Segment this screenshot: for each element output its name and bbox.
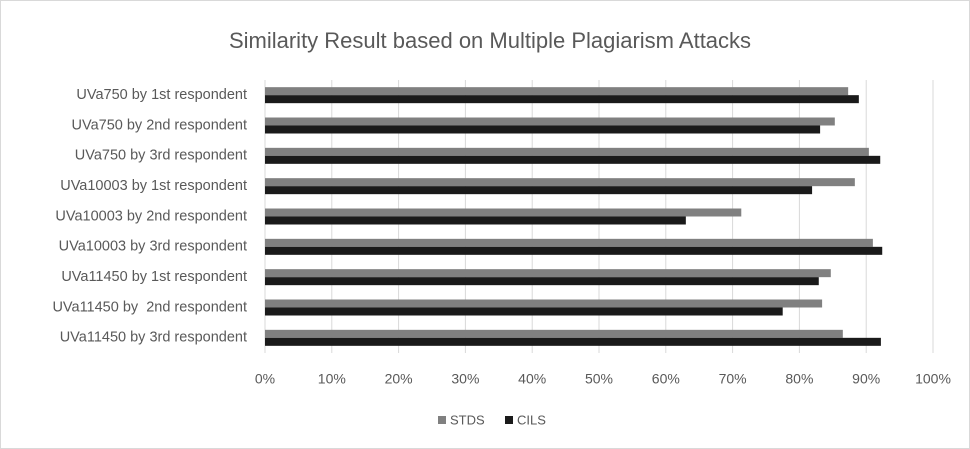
bar bbox=[265, 337, 881, 346]
bar bbox=[265, 299, 823, 308]
y-tick-label: UVa750 by 1st respondent bbox=[76, 87, 247, 103]
bar bbox=[265, 178, 855, 187]
y-tick-label: UVa11450 by 2nd respondent bbox=[52, 299, 247, 315]
legend-label: STDS bbox=[450, 412, 485, 427]
y-tick-label: UVa11450 by 3rd respondent bbox=[60, 330, 247, 346]
y-tick-label: UVa750 by 2nd respondent bbox=[72, 117, 247, 133]
y-tick-label: UVa10003 by 3rd respondent bbox=[59, 239, 247, 255]
bar bbox=[265, 208, 742, 217]
x-tick-label: 80% bbox=[785, 371, 813, 387]
legend-label: CILS bbox=[517, 412, 546, 427]
bar bbox=[265, 117, 835, 126]
x-tick-label: 60% bbox=[652, 371, 680, 387]
bar bbox=[265, 329, 843, 338]
bar bbox=[265, 277, 819, 286]
x-tick-label: 70% bbox=[719, 371, 747, 387]
bar bbox=[265, 186, 813, 195]
legend-swatch bbox=[438, 416, 446, 424]
x-tick-label: 100% bbox=[915, 371, 951, 387]
y-tick-label: UVa11450 by 1st respondent bbox=[61, 269, 247, 285]
x-tick-label: 0% bbox=[255, 371, 275, 387]
x-tick-label: 10% bbox=[318, 371, 346, 387]
x-tick-label: 90% bbox=[852, 371, 880, 387]
x-tick-label: 30% bbox=[451, 371, 479, 387]
bar bbox=[265, 307, 783, 316]
bar bbox=[265, 246, 883, 255]
bar bbox=[265, 125, 821, 134]
bar bbox=[265, 155, 881, 164]
x-tick-label: 50% bbox=[585, 371, 613, 387]
y-tick-label: UVa10003 by 1st respondent bbox=[60, 178, 247, 194]
bar bbox=[265, 87, 849, 96]
y-tick-label: UVa10003 by 2nd respondent bbox=[55, 208, 247, 224]
x-tick-label: 20% bbox=[385, 371, 413, 387]
y-tick-label: UVa750 by 3rd respondent bbox=[75, 148, 247, 164]
bar bbox=[265, 95, 859, 104]
bar bbox=[265, 238, 873, 247]
x-tick-label: 40% bbox=[518, 371, 546, 387]
chart-title: Similarity Result based on Multiple Plag… bbox=[229, 28, 751, 53]
bar bbox=[265, 269, 831, 278]
bar bbox=[265, 216, 686, 225]
legend-swatch bbox=[505, 416, 513, 424]
bar bbox=[265, 147, 869, 156]
